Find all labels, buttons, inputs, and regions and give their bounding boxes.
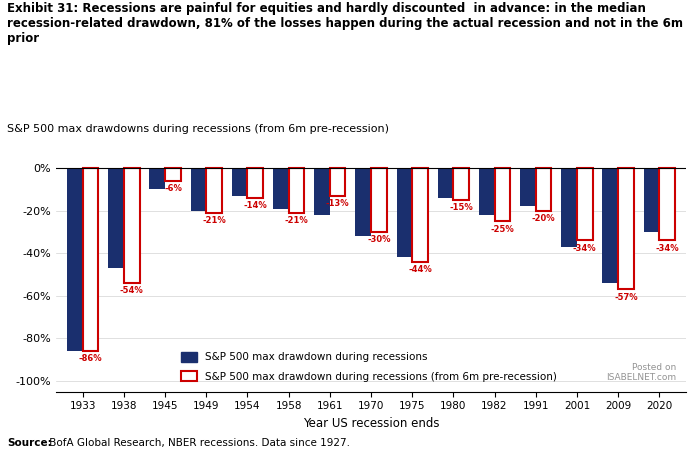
X-axis label: Year US recession ends: Year US recession ends xyxy=(302,417,440,430)
Bar xyxy=(454,168,469,200)
Bar xyxy=(577,168,592,240)
Bar xyxy=(659,168,675,240)
Bar xyxy=(108,168,124,268)
Text: BofA Global Research, NBER recessions. Data since 1927.: BofA Global Research, NBER recessions. D… xyxy=(46,438,349,448)
Text: S&P 500 max drawdowns during recessions (from 6m pre-recession): S&P 500 max drawdowns during recessions … xyxy=(7,124,389,134)
Text: -86%: -86% xyxy=(79,354,102,363)
Text: Exhibit 31: Recessions are painful for equities and hardly discounted  in advanc: Exhibit 31: Recessions are painful for e… xyxy=(7,2,683,45)
Bar xyxy=(150,168,165,189)
Bar xyxy=(438,168,454,198)
Bar xyxy=(67,168,83,351)
Bar xyxy=(371,168,386,232)
Bar xyxy=(603,168,618,283)
Text: -54%: -54% xyxy=(120,286,144,295)
Bar xyxy=(288,168,304,213)
Bar xyxy=(520,168,536,207)
Bar xyxy=(273,168,288,208)
Text: -30%: -30% xyxy=(367,235,391,244)
Bar xyxy=(83,168,99,351)
Text: -20%: -20% xyxy=(532,214,555,223)
Text: -34%: -34% xyxy=(573,243,596,252)
Bar xyxy=(536,168,552,211)
Bar xyxy=(330,168,346,196)
Text: -44%: -44% xyxy=(408,265,432,274)
Bar xyxy=(643,168,659,232)
Bar xyxy=(412,168,428,262)
Text: Posted on
ISABELNET.com: Posted on ISABELNET.com xyxy=(606,363,676,382)
Text: -15%: -15% xyxy=(449,203,473,212)
Bar xyxy=(206,168,222,213)
Text: -13%: -13% xyxy=(326,199,349,208)
Legend: S&P 500 max drawdown during recessions, S&P 500 max drawdown during recessions (: S&P 500 max drawdown during recessions, … xyxy=(181,351,556,382)
Bar xyxy=(396,168,412,257)
Bar xyxy=(190,168,206,211)
Text: -6%: -6% xyxy=(164,184,182,193)
Bar xyxy=(314,168,330,215)
Bar xyxy=(494,168,510,221)
Bar xyxy=(232,168,248,196)
Bar xyxy=(124,168,139,283)
Bar xyxy=(356,168,371,236)
Text: -21%: -21% xyxy=(202,216,226,225)
Bar xyxy=(618,168,634,289)
Text: -21%: -21% xyxy=(285,216,308,225)
Bar xyxy=(165,168,181,181)
Text: -14%: -14% xyxy=(244,201,267,210)
Text: Source:: Source: xyxy=(7,438,52,448)
Bar xyxy=(248,168,263,198)
Bar xyxy=(561,168,577,247)
Text: -25%: -25% xyxy=(491,225,514,234)
Text: -57%: -57% xyxy=(614,292,638,302)
Text: -34%: -34% xyxy=(655,243,679,252)
Bar xyxy=(479,168,494,215)
